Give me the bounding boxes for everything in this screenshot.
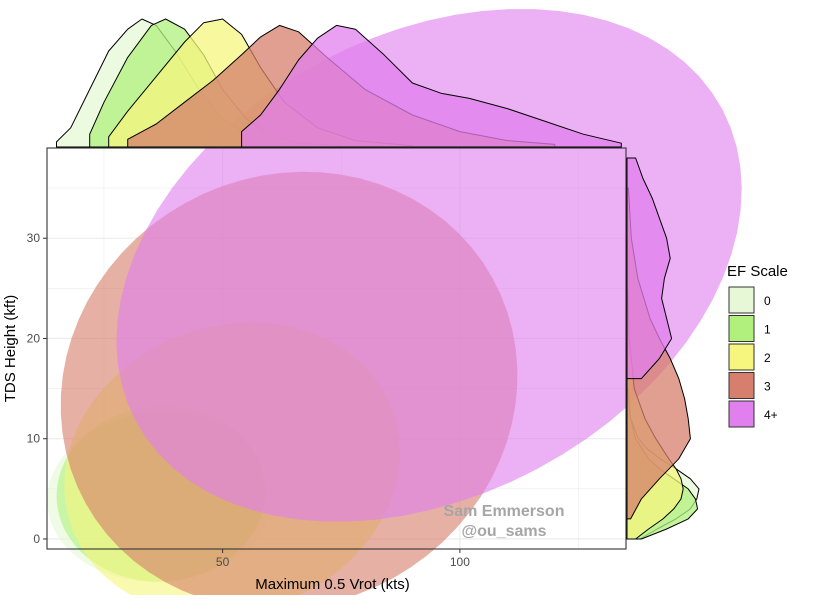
y-tick-label: 30 xyxy=(27,231,41,245)
x-tick-label: 100 xyxy=(450,555,470,569)
legend-swatch-ef-2 xyxy=(728,343,755,371)
axes: 50 100 0 10 20 30 Maximum 0.5 Vrot (kts) TDS He… xyxy=(2,231,470,593)
legend-title: EF Scale xyxy=(727,263,788,280)
legend: EF Scale 0 1 2 3 4+ xyxy=(727,263,788,428)
legend-swatch-ef-4plus xyxy=(728,400,755,428)
legend-label-ef-1: 1 xyxy=(764,323,771,337)
legend-label-ef-3: 3 xyxy=(764,380,771,394)
top-density-panel xyxy=(56,18,622,148)
x-tick-label: 50 xyxy=(216,555,230,569)
y-tick-label: 10 xyxy=(27,432,41,446)
right-density-panel xyxy=(626,157,700,540)
y-tick-label: 20 xyxy=(27,331,41,345)
legend-swatch-ef-1 xyxy=(728,315,755,342)
x-axis-title: Maximum 0.5 Vrot (kts) xyxy=(255,576,409,593)
watermark-handle: @ou_sams xyxy=(462,523,547,540)
top-density-ef-4plus xyxy=(241,24,622,148)
legend-swatch-ef-3 xyxy=(728,372,755,399)
plot-border xyxy=(46,147,627,550)
legend-label-ef-0: 0 xyxy=(764,294,771,308)
right-density-ef-4plus xyxy=(626,157,673,380)
y-axis-title: TDS Height (kft) xyxy=(2,295,19,403)
legend-label-ef-2: 2 xyxy=(764,351,771,365)
y-tick-label: 0 xyxy=(33,532,40,546)
legend-label-ef-4plus: 4+ xyxy=(764,408,778,422)
legend-swatch-ef-0 xyxy=(728,286,755,314)
watermark-name: Sam Emmerson xyxy=(444,503,565,520)
